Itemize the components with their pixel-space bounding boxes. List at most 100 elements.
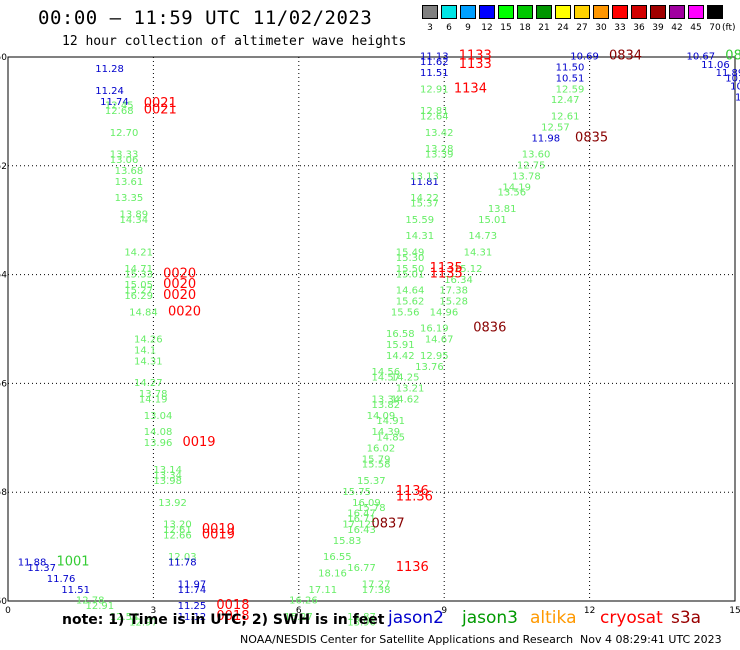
wave-height-label: 11.51 bbox=[420, 68, 449, 79]
wave-height-label: 13.56 bbox=[498, 188, 527, 199]
wave-height-label: 14.64 bbox=[396, 286, 425, 297]
wave-height-label: 12.47 bbox=[551, 95, 580, 106]
wave-height-label: 18.16 bbox=[318, 569, 347, 580]
wave-height-label: 16.47 bbox=[347, 509, 376, 520]
wave-height-label: 13.04 bbox=[144, 411, 173, 422]
legend-label: 27 bbox=[576, 23, 588, 33]
legend-swatch bbox=[517, 5, 533, 19]
wave-height-label: 1135 bbox=[430, 266, 463, 281]
wave-height-label: 13.20 bbox=[163, 520, 192, 531]
legend-swatch bbox=[612, 5, 628, 19]
wave-height-label: 15.01 bbox=[478, 215, 507, 226]
wave-height-label: 11.36 bbox=[396, 489, 433, 504]
wave-height-label: 13.42 bbox=[425, 128, 454, 139]
page-title: 00:00 – 11:59 UTC 11/02/2023 bbox=[38, 7, 373, 29]
y-tick-label: -52 bbox=[0, 162, 7, 172]
wave-height-label: 13.06 bbox=[110, 155, 139, 166]
y-tick-label: -60 bbox=[0, 597, 7, 607]
wave-height-label: 10.83 bbox=[725, 73, 740, 84]
wave-height-label: 12.75 bbox=[517, 161, 546, 172]
wave-height-label: 14.19 bbox=[139, 394, 168, 405]
wave-height-label: 15.83 bbox=[333, 536, 362, 547]
legend-swatch bbox=[441, 5, 457, 19]
wave-height-label: 12.66 bbox=[163, 530, 192, 541]
legend-label: 15 bbox=[500, 23, 512, 33]
wave-height-label: 13.34 bbox=[372, 394, 401, 405]
wave-height-label: 14.27 bbox=[134, 378, 163, 389]
wave-height-label: 12.78 bbox=[76, 596, 105, 607]
wave-height-label: 14.39 bbox=[372, 427, 401, 438]
wave-height-label: 12.91 bbox=[420, 84, 449, 95]
wave-height-label: 11.25 bbox=[178, 601, 207, 612]
wave-height-label: 14.87 bbox=[347, 612, 376, 623]
wave-height-label: 15.30 bbox=[396, 253, 425, 264]
wave-height-label: 0834 bbox=[609, 49, 642, 64]
wave-height-label: 15.01 bbox=[396, 269, 425, 280]
wave-height-label: 15.50 bbox=[396, 264, 425, 275]
wave-height-label: 14.56 bbox=[372, 367, 401, 378]
legend-swatch bbox=[574, 5, 590, 19]
wave-height-label: 12.54 bbox=[110, 612, 139, 623]
wave-height-label: 14.91 bbox=[376, 416, 405, 427]
wave-height-label: 0019 bbox=[202, 522, 235, 537]
satellite-legend-item: jason2 bbox=[388, 608, 444, 628]
wave-height-label: 13.78 bbox=[512, 171, 541, 182]
wave-height-label: 16.09 bbox=[352, 498, 381, 509]
wave-height-label: 11.50 bbox=[556, 63, 585, 74]
wave-height-label: 16.55 bbox=[323, 552, 352, 563]
wave-height-label: 13.21 bbox=[396, 384, 425, 395]
wave-height-label: 14.25 bbox=[391, 373, 420, 384]
legend-label: 9 bbox=[465, 23, 471, 33]
legend-label: 3 bbox=[427, 23, 433, 33]
wave-height-label: 15.27 bbox=[284, 612, 313, 623]
wave-height-label: 14.34 bbox=[119, 215, 148, 226]
wave-height-label: 15.56 bbox=[391, 307, 420, 318]
wave-height-label: 12.70 bbox=[110, 128, 139, 139]
legend-swatch bbox=[422, 5, 438, 19]
wave-height-label: 14.22 bbox=[410, 193, 439, 204]
satellite-legend-item: cryosat bbox=[600, 608, 663, 628]
legend-label: 6 bbox=[446, 23, 452, 33]
wave-height-label: 0019 bbox=[182, 435, 215, 450]
legend-label: 33 bbox=[614, 23, 626, 33]
wave-height-label: 17.11 bbox=[308, 585, 337, 596]
legend-swatch bbox=[707, 5, 723, 19]
footer-note: note: 1) Time is in UTC; 2) SWH is in fe… bbox=[62, 612, 385, 628]
wave-height-label: 15.91 bbox=[386, 340, 415, 351]
satellite-legend-item: s3a bbox=[671, 608, 702, 628]
wave-height-label: 14.84 bbox=[129, 307, 158, 318]
wave-height-label: 11.24 bbox=[95, 86, 124, 97]
wave-height-label: 15.58 bbox=[362, 460, 391, 471]
wave-height-label: 13.92 bbox=[158, 498, 187, 509]
wave-height-label: 14.09 bbox=[367, 411, 396, 422]
wave-height-label: 15.33 bbox=[124, 269, 153, 280]
wave-height-label: 1133 bbox=[459, 57, 492, 72]
legend-swatch bbox=[536, 5, 552, 19]
wave-height-label: 13.82 bbox=[372, 400, 401, 411]
wave-height-label: 15.37 bbox=[357, 476, 386, 487]
wave-height-label: 13.39 bbox=[425, 150, 454, 161]
wave-height-label: 12.57 bbox=[541, 122, 570, 133]
wave-height-label: 14.57 bbox=[372, 373, 401, 384]
x-tick-label: 12 bbox=[584, 606, 595, 616]
wave-height-label: 0021 bbox=[144, 103, 177, 118]
wave-height-label: 14.96 bbox=[430, 307, 459, 318]
wave-height-label: 13.96 bbox=[347, 617, 376, 628]
wave-height-label: 14.26 bbox=[134, 335, 163, 346]
wave-height-label: 14.31 bbox=[464, 248, 493, 259]
wave-height-label: 14.73 bbox=[468, 231, 497, 242]
legend-label: 30 bbox=[595, 23, 607, 33]
wave-height-label: 11.51 bbox=[61, 585, 90, 596]
generated-timestamp: Nov 4 08:29:41 UTC 2023 bbox=[580, 633, 722, 646]
wave-height-label: 16.71 bbox=[347, 514, 376, 525]
wave-height-label: 14.1 bbox=[134, 345, 156, 356]
wave-height-label: 14.31 bbox=[134, 356, 163, 367]
wave-height-label: 16.58 bbox=[386, 329, 415, 340]
legend-swatch bbox=[669, 5, 685, 19]
wave-height-label: 15.37 bbox=[410, 199, 439, 210]
wave-height-label: 17.38 bbox=[439, 286, 468, 297]
wave-height-label: 13.60 bbox=[522, 150, 551, 161]
wave-height-label: 15.05 bbox=[124, 280, 153, 291]
wave-height-label: 16.77 bbox=[347, 563, 376, 574]
